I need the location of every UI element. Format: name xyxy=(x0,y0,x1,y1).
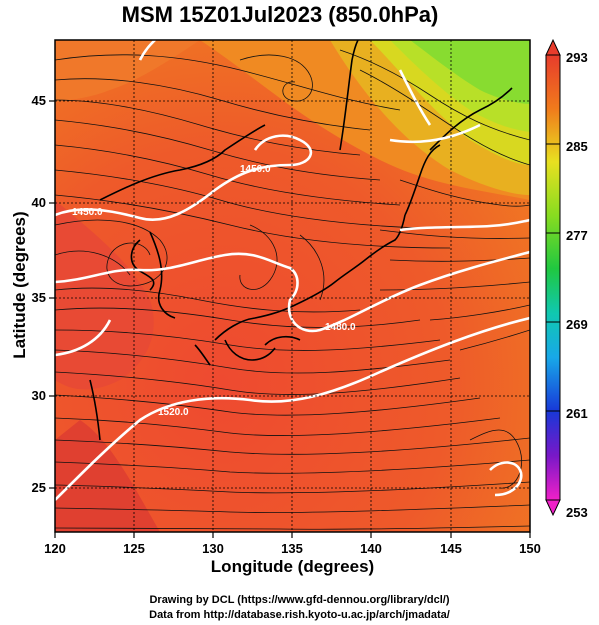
lat-tick-label: 30 xyxy=(32,388,46,403)
colorbar-tick-label: 277 xyxy=(566,228,588,243)
contour-label: 1520.0 xyxy=(158,407,189,418)
colorbar-tick-label: 293 xyxy=(566,50,588,65)
credit-dcl: Drawing by DCL (https://www.gfd-dennou.o… xyxy=(149,594,450,606)
lat-tick-label: 35 xyxy=(32,290,46,305)
contour-labels: 1450.0 1450.0 1480.0 1520.0 xyxy=(72,164,356,418)
lat-tick-label: 25 xyxy=(32,480,46,495)
colorbar: 293 285 277 269 261 253 xyxy=(545,38,588,520)
chart-title: MSM 15Z01Jul2023 (850.0hPa) xyxy=(121,2,439,27)
colorbar-bottom-triangle xyxy=(545,499,561,517)
lon-tick-label: 120 xyxy=(44,541,66,556)
map-gridlines xyxy=(55,40,530,532)
credit-data-source: Data from http://database.rish.kyoto-u.a… xyxy=(149,609,450,621)
lon-tick-labels: 120 125 130 135 140 145 150 xyxy=(44,541,541,556)
colorbar-tick-label: 253 xyxy=(566,505,588,520)
lat-tick-label: 45 xyxy=(32,93,46,108)
lat-tick-label: 40 xyxy=(32,195,46,210)
tick-marks xyxy=(49,100,531,538)
colorbar-tick-label: 269 xyxy=(566,317,588,332)
lon-tick-label: 135 xyxy=(281,541,303,556)
x-axis-label: Longitude (degrees) xyxy=(210,557,375,576)
lon-tick-label: 140 xyxy=(360,541,382,556)
lon-tick-label: 145 xyxy=(440,541,462,556)
contour-label: 1450.0 xyxy=(72,207,103,218)
contour-label: 1450.0 xyxy=(240,164,271,175)
lon-tick-label: 125 xyxy=(123,541,145,556)
geopotential-contours xyxy=(55,40,530,501)
colorbar-tick-label: 285 xyxy=(566,139,588,154)
colorbar-ramp xyxy=(545,54,561,501)
colorbar-top-triangle xyxy=(545,38,561,56)
lon-tick-label: 150 xyxy=(519,541,541,556)
contour-label: 1480.0 xyxy=(325,322,356,333)
colorbar-tick-label: 261 xyxy=(566,406,588,421)
lat-tick-labels: 45 40 35 30 25 xyxy=(32,93,46,495)
lon-tick-label: 130 xyxy=(202,541,224,556)
